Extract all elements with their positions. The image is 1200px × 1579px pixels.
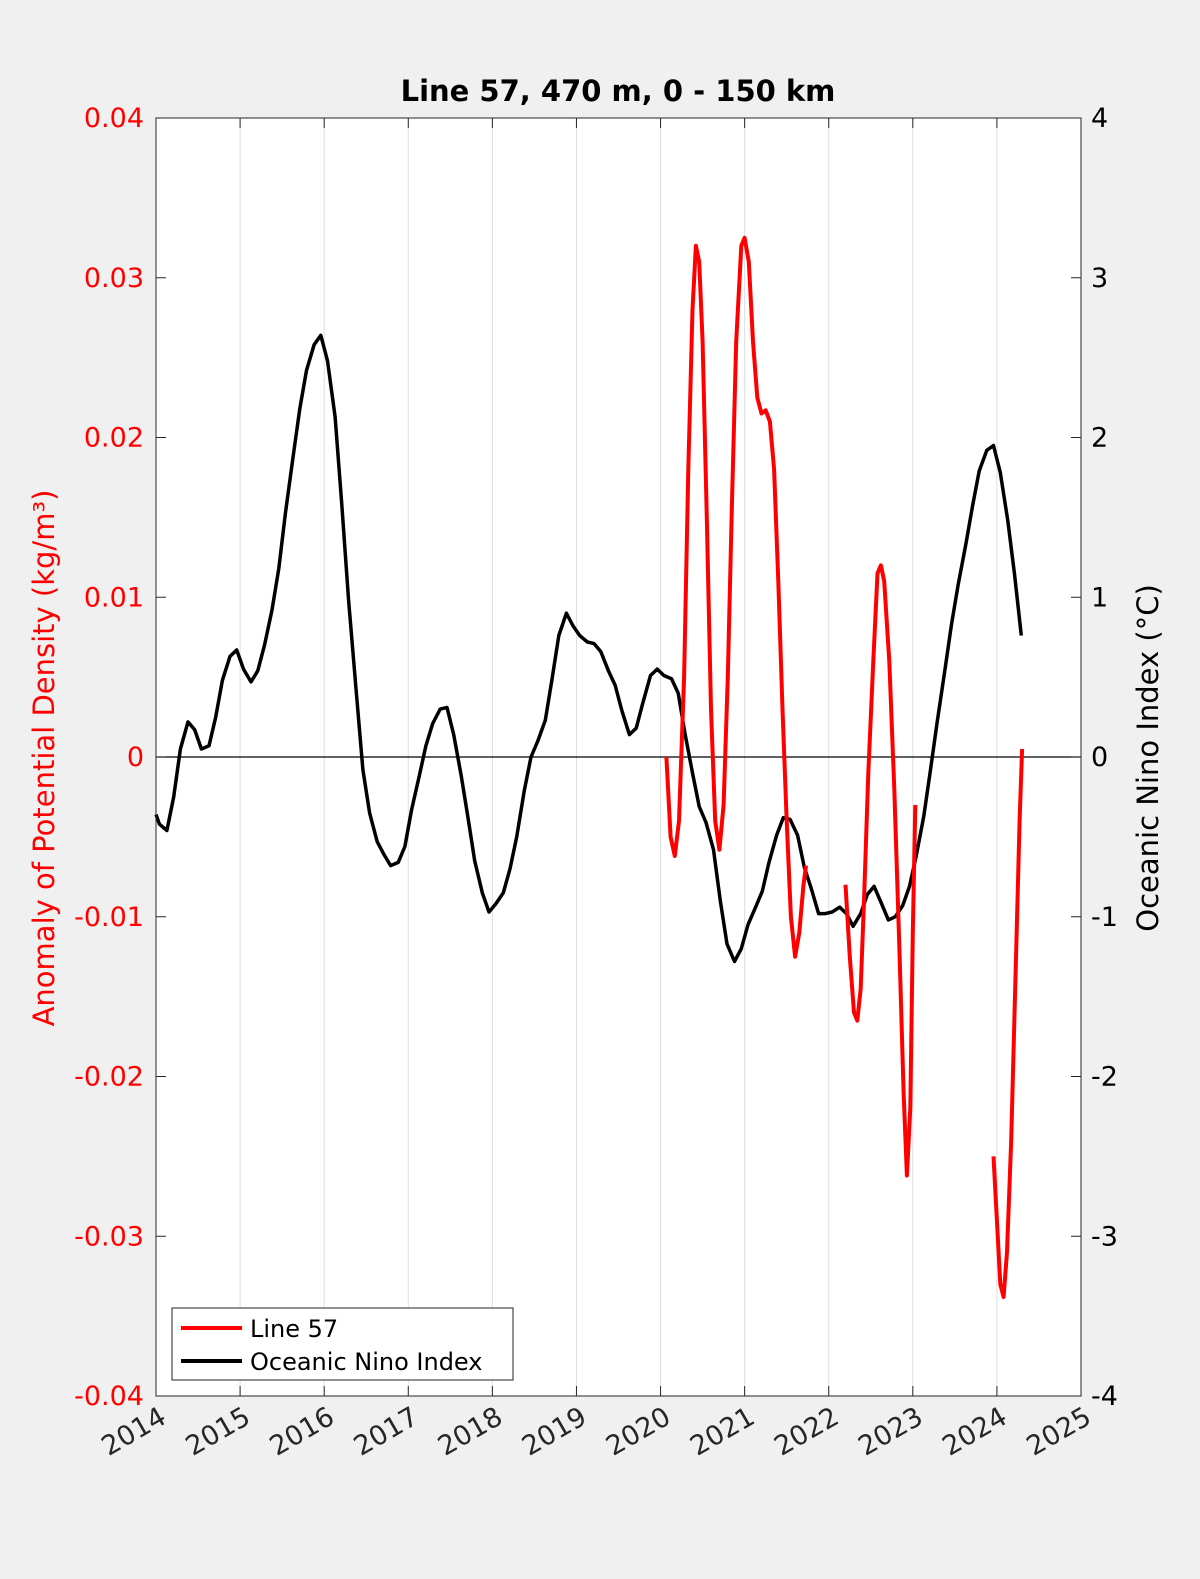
series-line-oni [154,333,1024,964]
x-tick-label: 2024 [937,1401,1012,1462]
x-tick-label: 2022 [769,1401,844,1462]
y-tick-label-right: 4 [1091,103,1108,134]
y-axis-label-right: Oceanic Nino Index (°C) [1131,584,1165,932]
y-tick-label-left: 0.04 [84,103,144,134]
y-tick-label-left: 0.03 [84,263,144,294]
x-tick-label: 2025 [1021,1401,1096,1462]
legend-box [171,1307,514,1381]
x-tick-label: 2015 [181,1401,256,1462]
y-tick-label-left: 0 [127,742,144,773]
y-tick-label-right: -1 [1091,902,1118,933]
legend-label-line57: Line 57 [250,1315,338,1343]
x-tick-label: 2023 [853,1401,928,1462]
y-tick-label-right: 2 [1091,423,1108,454]
x-tick-label: 2017 [349,1401,424,1462]
series-line-line57-segment-1 [843,563,918,1178]
y-tick-label-right: 1 [1091,582,1108,613]
x-tick-label: 2020 [601,1401,676,1462]
series-line-line57-segment-2 [991,748,1025,1299]
x-tick-label: 2019 [517,1401,592,1462]
legend-label-oni: Oceanic Nino Index [250,1348,482,1376]
y-tick-label-left: -0.01 [74,902,144,933]
y-tick-label-left: -0.04 [74,1381,144,1412]
y-tick-label-right: -2 [1091,1062,1118,1093]
series-line-line57-segment-0 [664,235,808,959]
series-layer [154,235,1025,1299]
y-tick-label-right: 3 [1091,263,1108,294]
x-tick-label: 2021 [685,1401,760,1462]
y-tick-label-left: -0.02 [74,1062,144,1093]
y-tick-label-right: -4 [1091,1381,1118,1412]
y-tick-label-left: 0.01 [84,582,144,613]
x-tick-label: 2018 [433,1401,508,1462]
chart-title: Line 57, 470 m, 0 - 150 km [401,74,836,108]
y-tick-label-left: 0.02 [84,423,144,454]
y-tick-label-left: -0.03 [74,1221,144,1252]
y-tick-label-right: -3 [1091,1221,1118,1252]
y-tick-label-right: 0 [1091,742,1108,773]
y-axis-label-left: Anomaly of Potential Density (kg/m³) [27,490,61,1027]
legend: Line 57 Oceanic Nino Index [171,1307,514,1381]
x-tick-label: 2016 [265,1401,340,1462]
axes-layer: 2 0 1 4 2015 2016 2017 2018 2019 2020 2021 2022 2023… [74,103,1118,1462]
